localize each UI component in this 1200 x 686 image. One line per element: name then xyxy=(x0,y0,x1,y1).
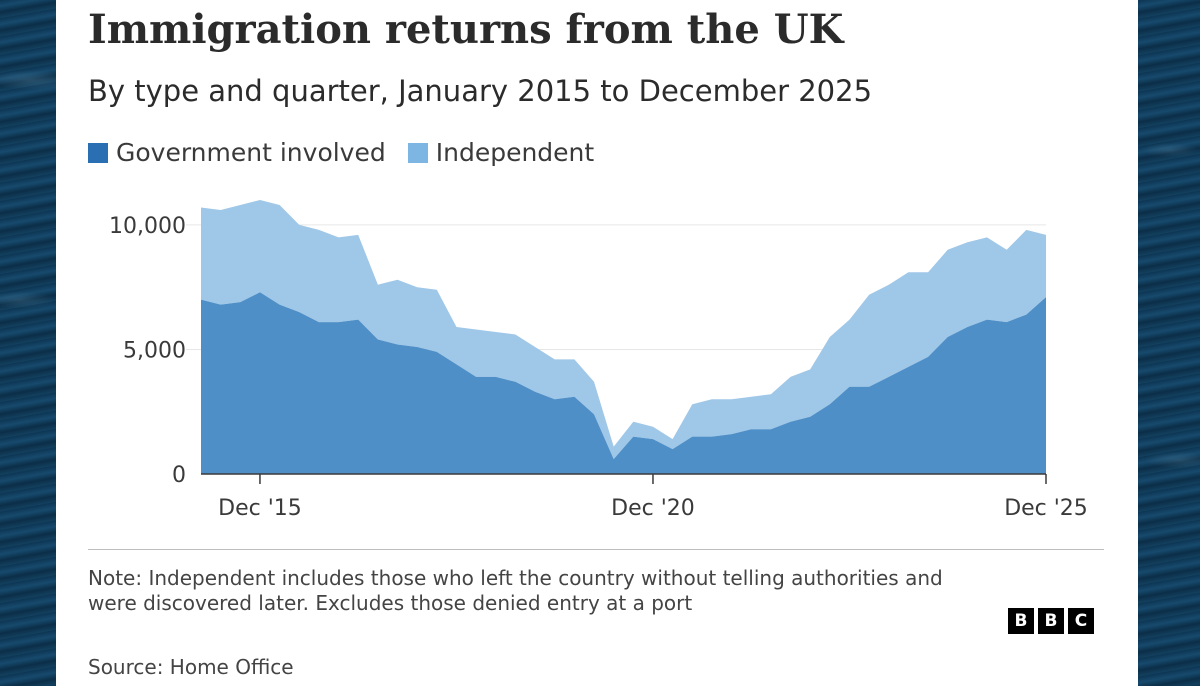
y-tick-label: 10,000 xyxy=(109,214,186,239)
area-government xyxy=(201,292,1046,474)
chart-source: Source: Home Office xyxy=(88,655,294,679)
x-tick-label: Dec '15 xyxy=(218,496,302,521)
y-tick-label: 0 xyxy=(172,463,186,488)
x-axis xyxy=(201,473,1047,484)
chart-note: Note: Independent includes those who lef… xyxy=(88,566,943,615)
x-tick-label: Dec '20 xyxy=(611,496,695,521)
legend-item-government: Government involved xyxy=(88,138,386,167)
chart-title: Immigration returns from the UK xyxy=(88,6,844,53)
bbc-logo: B B C xyxy=(1004,608,1094,634)
chart-card: Immigration returns from the UK By type … xyxy=(56,0,1138,686)
legend-label-independent: Independent xyxy=(435,138,595,167)
bbc-logo-letter: C xyxy=(1068,608,1094,634)
bbc-logo-letter: B xyxy=(1008,608,1034,634)
legend-item-independent: Independent xyxy=(407,138,595,167)
bbc-logo-letter: B xyxy=(1038,608,1064,634)
legend-swatch-government xyxy=(88,142,108,163)
footer-divider xyxy=(88,549,1104,550)
x-tick-label: Dec '25 xyxy=(1004,496,1088,521)
legend: Government involved Independent xyxy=(88,138,616,167)
area-chart: 0 5,000 10,000 Dec '15 Dec '20 Dec '25 xyxy=(109,200,1088,521)
legend-label-government: Government involved xyxy=(116,138,386,167)
y-axis-labels: 0 5,000 10,000 xyxy=(109,214,186,488)
area-independent xyxy=(201,200,1046,460)
legend-swatch-independent xyxy=(407,142,428,163)
x-axis-labels: Dec '15 Dec '20 Dec '25 xyxy=(218,496,1088,521)
chart-subtitle: By type and quarter, January 2015 to Dec… xyxy=(88,74,873,108)
y-tick-label: 5,000 xyxy=(123,338,186,363)
